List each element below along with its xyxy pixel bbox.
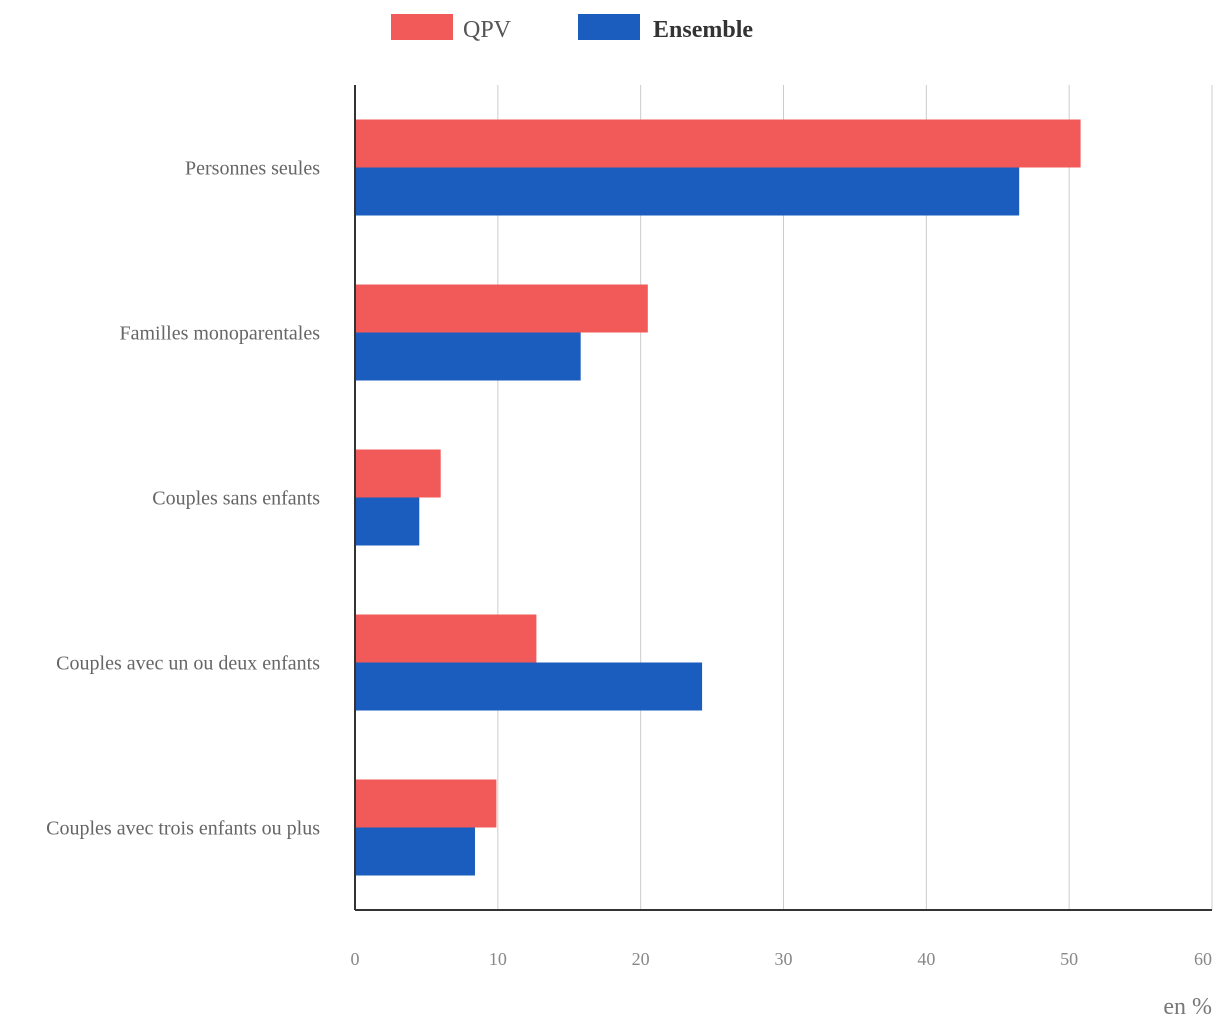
x-tick-label-10: 10: [489, 949, 507, 969]
x-tick-label-0: 0: [351, 949, 360, 969]
category-label-familles-monoparentales: Familles monoparentales: [119, 323, 320, 345]
bar-qpv-familles-monoparentales: [355, 284, 648, 333]
x-axis-unit-label: en %: [1163, 994, 1212, 1019]
legend-swatch-ensemble: [578, 14, 640, 40]
x-tick-labels: 0 10 20 30 40 50 60: [351, 949, 1213, 969]
bar-ensemble-couples-avec-trois-enfants-ou-plus: [355, 827, 475, 876]
x-tick-label-50: 50: [1060, 949, 1078, 969]
bar-qpv-couples-sans-enfants: [355, 449, 441, 498]
x-tick-label-60: 60: [1194, 949, 1212, 969]
legend-item-ensemble: Ensemble: [578, 14, 753, 43]
bar-ensemble-personnes-seules: [355, 167, 1020, 216]
category-label-couples-avec-un-ou-deux-enfants: Couples avec un ou deux enfants: [56, 653, 320, 675]
legend-item-qpv: QPV: [391, 14, 512, 43]
category-label-couples-sans-enfants: Couples sans enfants: [152, 488, 320, 510]
bar-ensemble-couples-avec-un-ou-deux-enfants: [355, 662, 703, 711]
bar-qpv-personnes-seules: [355, 119, 1081, 168]
bar-ensemble-familles-monoparentales: [355, 332, 581, 381]
legend: QPV Ensemble: [391, 14, 753, 43]
gridlines: [497, 85, 1213, 910]
bar-qpv-couples-avec-un-ou-deux-enfants: [355, 614, 537, 663]
category-label-couples-avec-trois-enfants-ou-plus: Couples avec trois enfants ou plus: [46, 818, 320, 840]
legend-label-qpv: QPV: [463, 17, 512, 43]
legend-swatch-qpv: [391, 14, 453, 40]
bars: [355, 119, 1081, 876]
x-tick-label-40: 40: [917, 949, 935, 969]
x-tick-label-30: 30: [775, 949, 793, 969]
legend-label-ensemble: Ensemble: [653, 17, 753, 43]
axes: [354, 85, 1212, 911]
x-tick-label-20: 20: [632, 949, 650, 969]
category-label-personnes-seules: Personnes seules: [185, 158, 320, 180]
bar-ensemble-couples-sans-enfants: [355, 497, 420, 546]
bar-qpv-couples-avec-trois-enfants-ou-plus: [355, 779, 497, 828]
category-labels: Personnes seules Familles monoparentales C…: [46, 158, 320, 840]
